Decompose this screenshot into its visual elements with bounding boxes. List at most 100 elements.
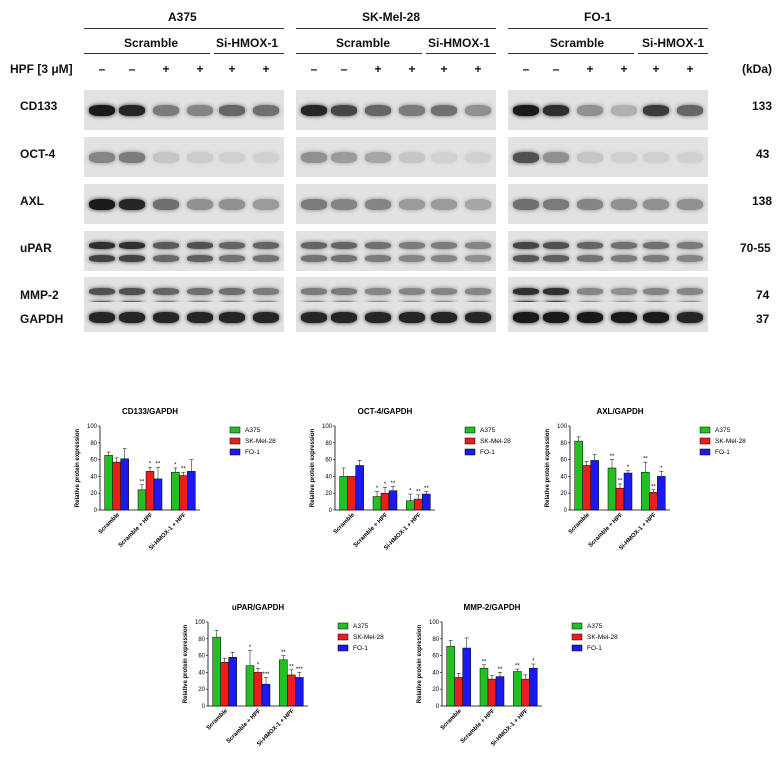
bar [657, 476, 666, 511]
bar-chart: MMP-2/GAPDH Relative protein expression 0 2… [417, 603, 618, 748]
group-rule [296, 53, 422, 54]
group-rule [508, 53, 634, 54]
significance-mark: * [174, 463, 177, 469]
legend-label: A375 [245, 427, 261, 434]
blot-band [119, 151, 145, 163]
bar [623, 472, 633, 511]
blot-band [331, 311, 357, 323]
y-tick-label: 0 [329, 508, 333, 514]
chart-title: CD133/GAPDH [122, 407, 178, 416]
blot-band [543, 254, 569, 262]
legend-label: SK-Mel-28 [715, 438, 746, 445]
blot-band [331, 241, 357, 249]
blot-band [187, 151, 213, 163]
blot-band [253, 254, 279, 262]
blot-band [153, 104, 179, 116]
bar [574, 440, 583, 511]
blot-band [89, 287, 115, 295]
blot-band [643, 104, 669, 116]
blot-band [431, 198, 457, 210]
significance-mark: * [376, 486, 379, 492]
blot-band [465, 198, 491, 210]
kda-header: (kDa) [742, 62, 773, 76]
blot-strip [508, 90, 708, 130]
treatment-sign: – [340, 62, 348, 76]
bar [615, 487, 625, 511]
y-axis-label: Relative protein expression [75, 428, 81, 507]
significance-mark: * [660, 466, 663, 472]
blot-strip [508, 184, 708, 224]
blot-band [219, 241, 245, 249]
significance-mark: ** [618, 478, 623, 484]
blot-band [431, 254, 457, 262]
treatment-sign: – [310, 62, 318, 76]
treatment-sign: + [408, 62, 416, 76]
blot-band [465, 254, 491, 262]
blot-band [677, 254, 703, 262]
group-scramble-skmel28: Scramble [336, 36, 391, 50]
blot-band [331, 254, 357, 262]
blot-strip [84, 137, 284, 177]
treatment-sign: + [228, 62, 236, 76]
bar [495, 676, 505, 707]
blot-band [187, 287, 213, 295]
group-scramble-a375: Scramble [124, 36, 179, 50]
legend-swatch [571, 644, 583, 652]
protein-label-upar: uPAR [20, 241, 52, 255]
bar-chart: OCT-4/GAPDH Relative protein expression 0 2… [310, 407, 511, 552]
blot-band [431, 104, 457, 116]
chart-title: uPAR/GAPDH [232, 603, 285, 612]
y-tick-label: 20 [432, 687, 439, 693]
blot-band [365, 287, 391, 295]
blot-strip [296, 231, 496, 271]
significance-mark: ** [156, 462, 161, 468]
bar [228, 657, 237, 707]
blot-band [301, 198, 327, 210]
significance-mark: ** [391, 481, 396, 487]
treatment-sign: + [162, 62, 170, 76]
blot-band [543, 241, 569, 249]
blot-band [89, 151, 115, 163]
significance-mark: ** [181, 467, 186, 473]
legend-label: A375 [715, 427, 731, 434]
x-tick-label: Scramble [440, 708, 464, 732]
blot-band [365, 311, 391, 323]
kda-upar: 70-55 [740, 241, 771, 255]
x-tick-label: Scramble [206, 708, 230, 732]
blot-band [611, 198, 637, 210]
blot-band [119, 104, 145, 116]
x-tick-label: Si-HMOX-1 + HPF [383, 512, 423, 552]
blot-band [365, 241, 391, 249]
blot-band [399, 104, 425, 116]
treatment-label: HPF [3 μM] [10, 62, 73, 76]
blot-band [611, 104, 637, 116]
blot-band [677, 151, 703, 163]
y-tick-label: 20 [560, 491, 567, 497]
blot-band [643, 287, 669, 295]
bar [279, 659, 288, 707]
blot-band [577, 254, 603, 262]
cell-line-a375: A375 [168, 10, 197, 24]
legend-swatch [571, 633, 583, 641]
blot-band [219, 287, 245, 295]
bar [513, 671, 522, 707]
y-tick-label: 60 [90, 458, 97, 464]
protein-label-cd133: CD133 [20, 99, 58, 113]
blot-band [331, 104, 357, 116]
blot-band [643, 311, 669, 323]
significance-mark: ** [643, 457, 648, 463]
blot-band [153, 151, 179, 163]
blot-band [431, 311, 457, 323]
group-rule [426, 53, 496, 54]
blot-band [611, 254, 637, 262]
y-tick-label: 100 [87, 424, 98, 430]
blot-band [643, 198, 669, 210]
legend-label: SK-Mel-28 [353, 634, 384, 641]
blot-band [89, 254, 115, 262]
legend-label: SK-Mel-28 [245, 438, 276, 445]
bar [406, 500, 415, 511]
blot-band [365, 151, 391, 163]
blot-band [187, 241, 213, 249]
blot-band [119, 254, 145, 262]
treatment-sign: – [128, 62, 136, 76]
